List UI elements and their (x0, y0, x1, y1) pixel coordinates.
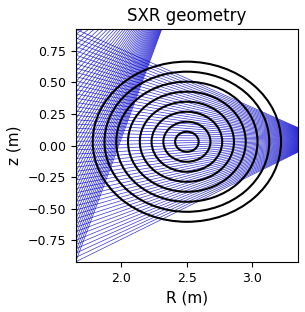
Title: SXR geometry: SXR geometry (127, 7, 246, 25)
X-axis label: R (m): R (m) (166, 290, 208, 305)
Y-axis label: z (m): z (m) (7, 126, 22, 165)
